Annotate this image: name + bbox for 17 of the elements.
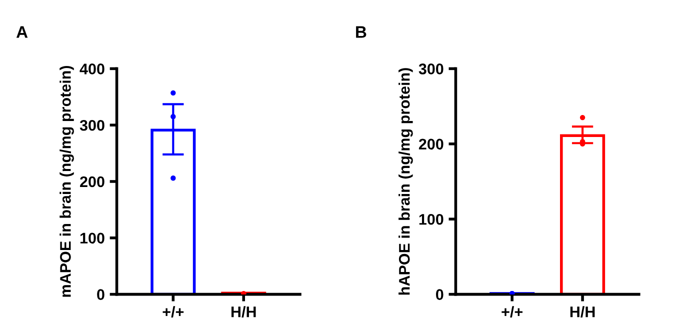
x-tick-label: H/H xyxy=(231,306,256,318)
chart-title: A xyxy=(16,26,28,38)
y-tick-label: 0 xyxy=(436,289,444,300)
y-tick-label: 300 xyxy=(418,64,444,74)
chart-title: B xyxy=(356,26,366,38)
y-tick-label: 200 xyxy=(80,176,104,188)
x-tick-label: +/+ xyxy=(162,306,184,318)
y-axis-title: hAPOE in brain (ng/mg protein) xyxy=(398,68,413,295)
y-tick-label: 300 xyxy=(80,120,104,131)
y-tick-label: 200 xyxy=(418,138,444,150)
y-tick-label: 0 xyxy=(97,289,104,300)
x-tick-label: H/H xyxy=(570,306,595,318)
x-tick-label: +/+ xyxy=(502,306,523,318)
y-tick-label: 100 xyxy=(80,232,104,244)
y-tick-label: 100 xyxy=(419,214,444,225)
y-axis-title: mAPOE in brain (ng/mg protein) xyxy=(60,66,74,297)
y-tick-label: 400 xyxy=(80,64,104,74)
